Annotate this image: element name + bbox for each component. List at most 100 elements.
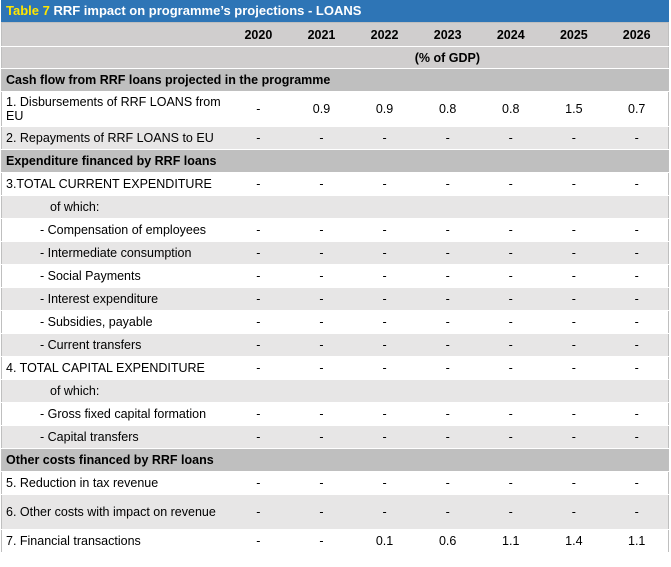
row-label: - Compensation of employees — [1, 218, 227, 242]
row-label: - Subsidies, payable — [1, 310, 227, 334]
value-cell: - — [416, 402, 480, 426]
value-cell — [353, 379, 417, 403]
value-cell: - — [416, 126, 480, 150]
value-cell: - — [226, 241, 290, 265]
value-cell: 1.5 — [542, 91, 606, 127]
value-cell: - — [605, 425, 669, 449]
value-cell: - — [479, 425, 543, 449]
value-cell: - — [289, 356, 354, 380]
value-cell: - — [289, 241, 354, 265]
value-cell: - — [289, 310, 354, 334]
row-label: 7. Financial transactions — [1, 529, 227, 553]
row-label: - Interest expenditure — [1, 287, 227, 311]
value-cell: - — [226, 126, 290, 150]
of-which-row: of which: — [1, 195, 669, 219]
row-label: 5. Reduction in tax revenue — [1, 471, 227, 495]
value-cell: - — [605, 126, 669, 150]
section-header-row: Cash flow from RRF loans projected in th… — [1, 68, 669, 92]
row-label: of which: — [1, 195, 227, 219]
value-cell: - — [605, 356, 669, 380]
value-cell — [605, 195, 669, 219]
value-cell: - — [542, 126, 606, 150]
value-cell: 1.1 — [479, 529, 543, 553]
value-cell: - — [416, 333, 480, 357]
unit-label: (% of GDP) — [226, 46, 669, 69]
value-cell: - — [289, 264, 354, 288]
value-cell: - — [605, 264, 669, 288]
table-row: 4. TOTAL CAPITAL EXPENDITURE - - - - - - - — [1, 356, 669, 380]
value-cell: 0.7 — [605, 91, 669, 127]
value-cell: - — [353, 310, 417, 334]
table-row: - Interest expenditure - - - - - - - — [1, 287, 669, 311]
value-cell: - — [542, 402, 606, 426]
table-row: - Subsidies, payable - - - - - - - — [1, 310, 669, 334]
value-cell: 1.1 — [605, 529, 669, 553]
value-cell: - — [542, 356, 606, 380]
value-cell: - — [226, 425, 290, 449]
year-header: 2021 — [289, 22, 354, 47]
row-label: - Intermediate consumption — [1, 241, 227, 265]
value-cell — [605, 379, 669, 403]
row-label: 6. Other costs with impact on revenue — [1, 494, 227, 530]
value-cell: - — [289, 333, 354, 357]
header-label-cell — [1, 22, 227, 47]
value-cell — [416, 195, 480, 219]
value-cell — [353, 195, 417, 219]
value-cell: - — [416, 264, 480, 288]
section-title: Cash flow from RRF loans projected in th… — [1, 68, 669, 92]
value-cell: - — [353, 333, 417, 357]
value-cell: - — [226, 356, 290, 380]
value-cell: - — [479, 126, 543, 150]
row-label: - Social Payments — [1, 264, 227, 288]
table-container: Table 7 RRF impact on programme’s projec… — [1, 0, 669, 553]
row-label: - Gross fixed capital formation — [1, 402, 227, 426]
row-label: - Capital transfers — [1, 425, 227, 449]
value-cell: - — [353, 264, 417, 288]
value-cell — [416, 379, 480, 403]
value-cell: - — [353, 172, 417, 196]
value-cell: - — [479, 241, 543, 265]
value-cell: 0.6 — [416, 529, 480, 553]
table-row: 5. Reduction in tax revenue - - - - - - - — [1, 471, 669, 495]
value-cell: - — [479, 172, 543, 196]
value-cell: - — [416, 287, 480, 311]
value-cell: - — [416, 356, 480, 380]
value-cell: - — [479, 494, 543, 530]
value-cell: - — [542, 218, 606, 242]
value-cell: - — [605, 218, 669, 242]
value-cell: - — [353, 494, 417, 530]
value-cell — [479, 195, 543, 219]
value-cell: 0.8 — [416, 91, 480, 127]
value-cell: - — [226, 172, 290, 196]
row-label: of which: — [1, 379, 227, 403]
value-cell: - — [226, 529, 290, 553]
value-cell: 0.1 — [353, 529, 417, 553]
table-row: 7. Financial transactions - -0.1 0.6 1.1 1.4 1… — [1, 529, 669, 553]
table-row: - Intermediate consumption - - - - - - - — [1, 241, 669, 265]
value-cell: - — [479, 402, 543, 426]
value-cell — [226, 379, 290, 403]
table-row: 3.TOTAL CURRENT EXPENDITURE - - - - - - - — [1, 172, 669, 196]
year-header: 2023 — [416, 22, 480, 47]
value-cell: - — [605, 172, 669, 196]
value-cell: - — [479, 218, 543, 242]
year-header: 2026 — [605, 22, 669, 47]
value-cell: - — [226, 471, 290, 495]
value-cell — [479, 379, 543, 403]
table-row: - Gross fixed capital formation - - - - - - - — [1, 402, 669, 426]
year-header-row: 2020 2021 2022 2023 2024 2025 2026 — [1, 22, 669, 47]
value-cell: - — [226, 91, 290, 127]
value-cell: - — [353, 126, 417, 150]
value-cell: 0.9 — [353, 91, 417, 127]
section-title: Other costs financed by RRF loans — [1, 448, 669, 472]
value-cell: - — [542, 241, 606, 265]
year-header: 2022 — [353, 22, 417, 47]
value-cell: - — [479, 471, 543, 495]
value-cell: - — [226, 402, 290, 426]
value-cell: - — [479, 356, 543, 380]
value-cell: - — [353, 356, 417, 380]
section-header-row: Expenditure financed by RRF loans — [1, 149, 669, 173]
table-row: 1. Disbursements of RRF LOANS from EU -0.… — [1, 91, 669, 127]
row-label: 2. Repayments of RRF LOANS to EU — [1, 126, 227, 150]
value-cell: - — [605, 241, 669, 265]
